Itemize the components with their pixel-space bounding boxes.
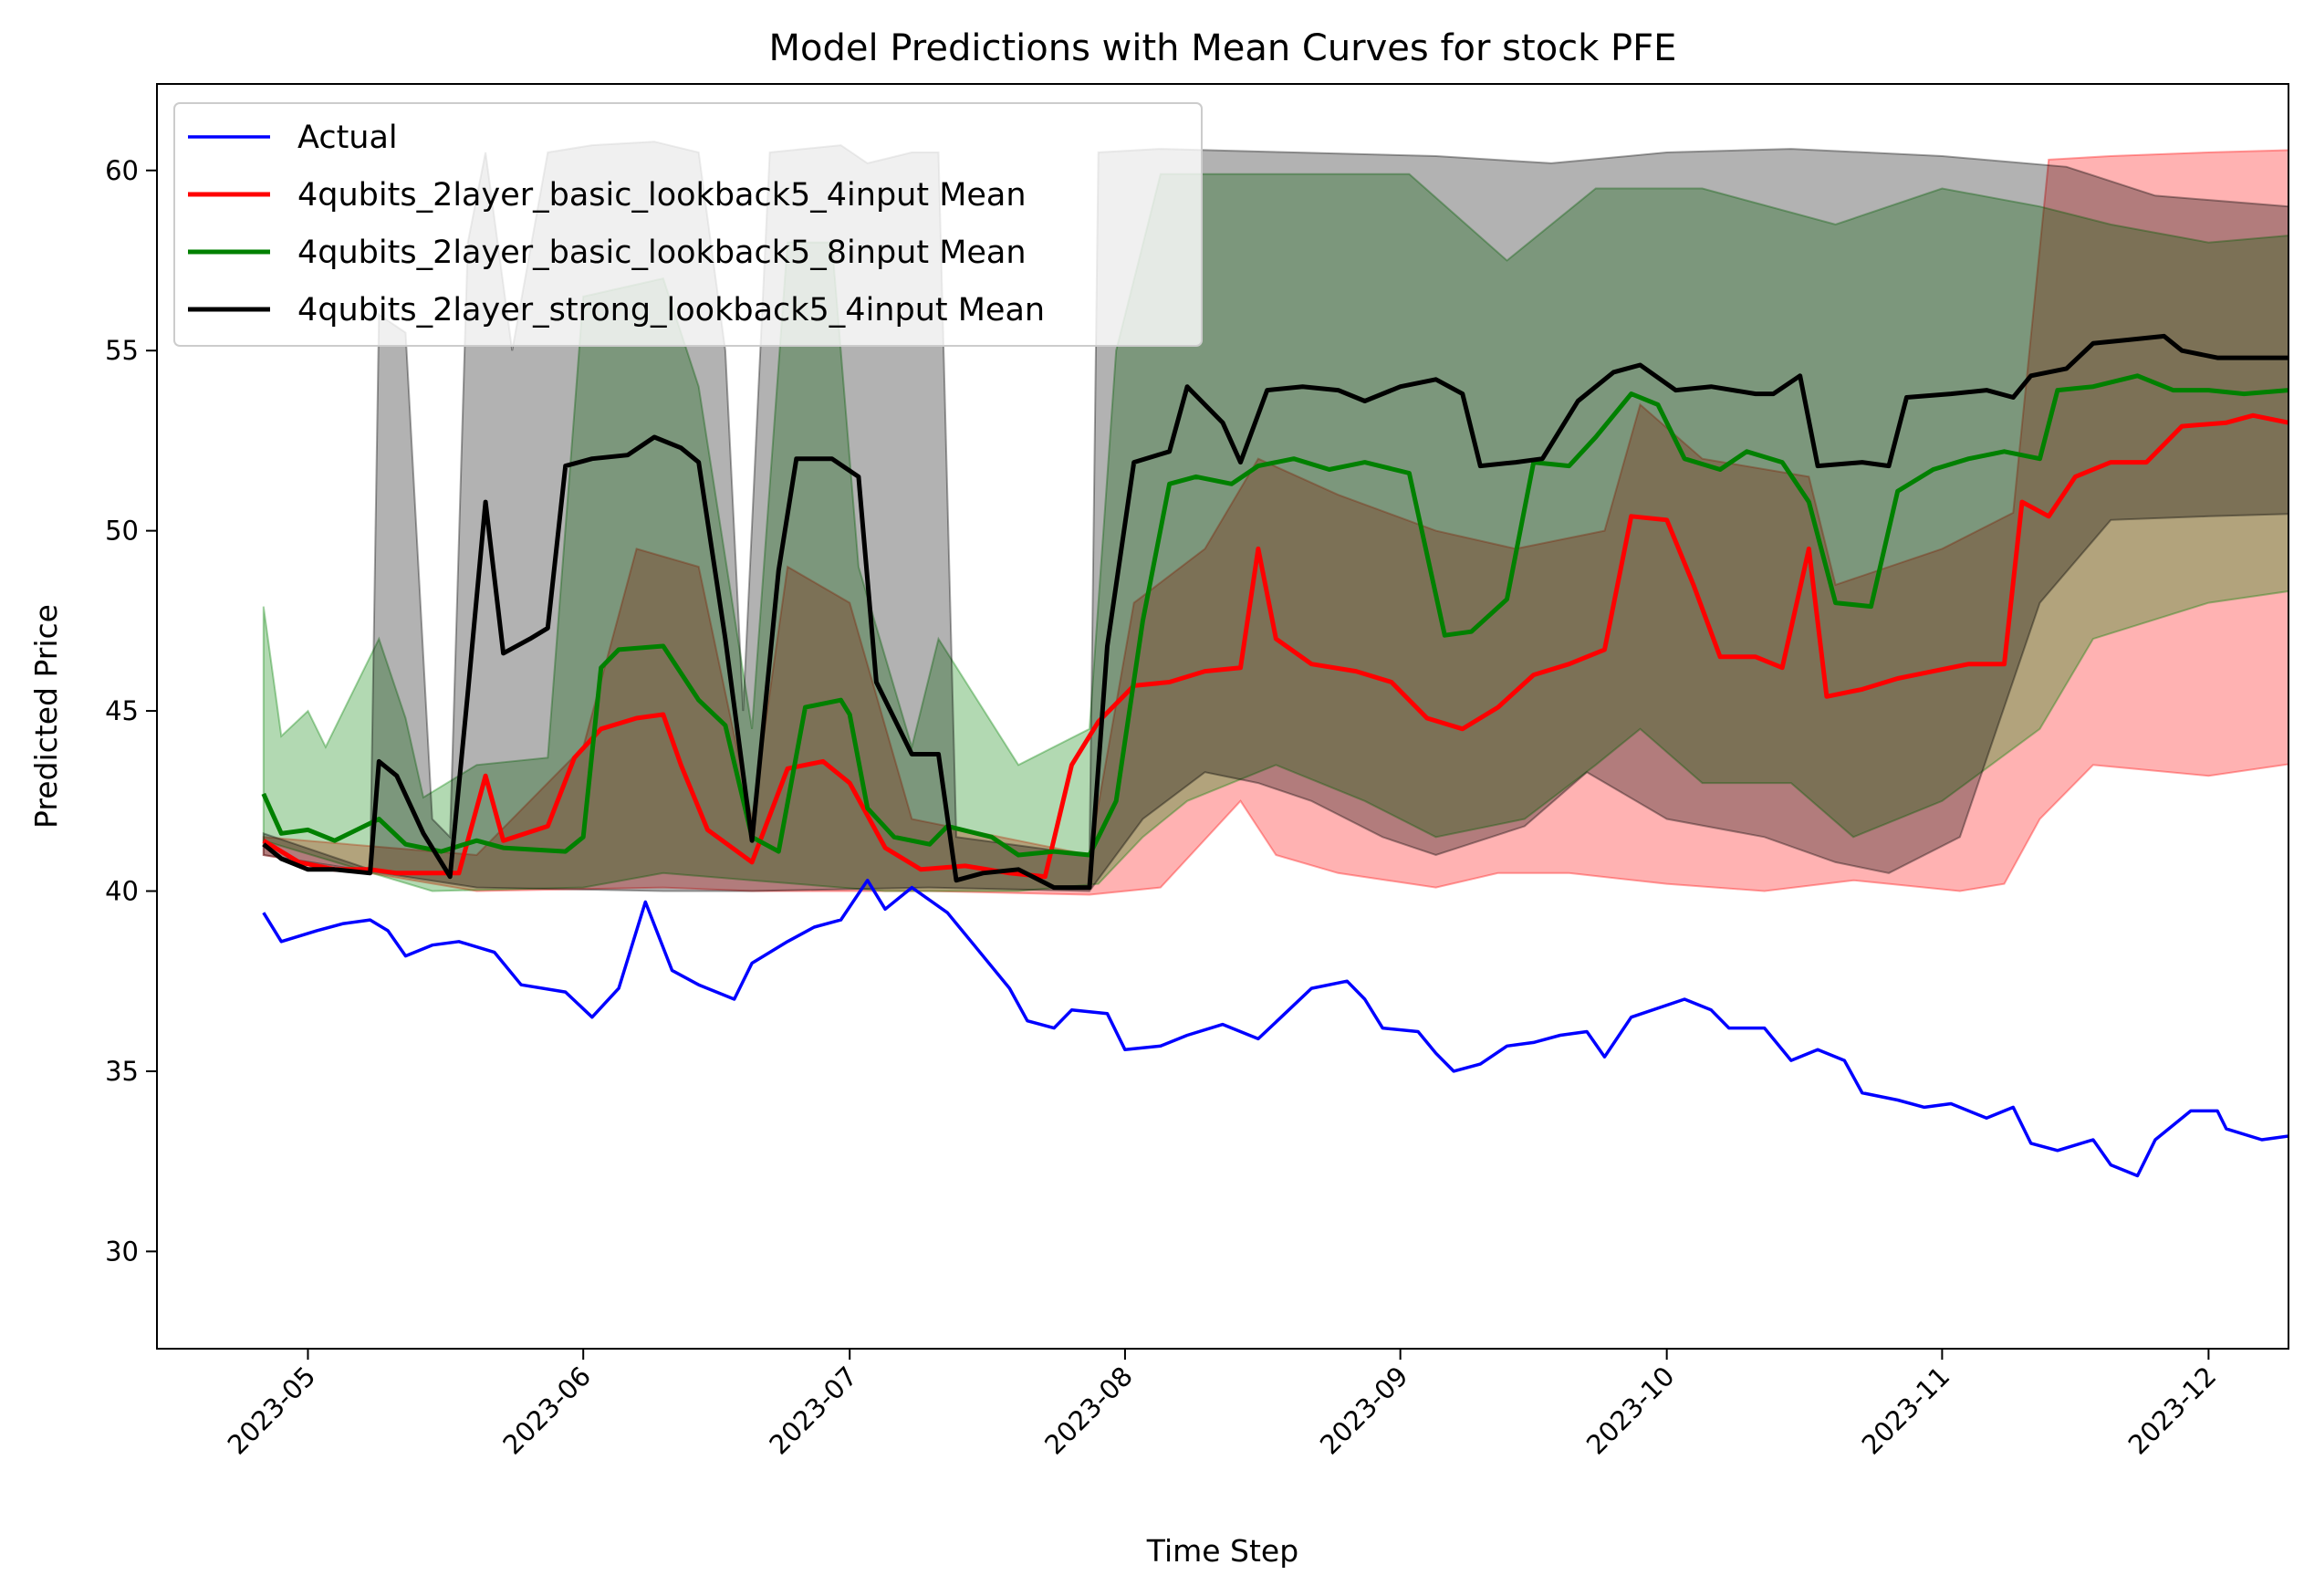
confidence-bands bbox=[262, 141, 2288, 896]
legend-box bbox=[173, 102, 1203, 347]
series-line-1 bbox=[262, 412, 2288, 880]
series-line-0 bbox=[262, 878, 2288, 1178]
y-tick-label: 30 bbox=[105, 1236, 139, 1267]
y-tick-label: 35 bbox=[105, 1056, 139, 1087]
band-1 bbox=[262, 172, 2288, 892]
y-tick-label: 55 bbox=[105, 335, 139, 366]
y-tick-label: 50 bbox=[105, 516, 139, 547]
series-lines bbox=[261, 333, 2288, 1178]
y-tick-label: 45 bbox=[105, 695, 139, 726]
legend: Actual 4qubits_2layer_basic_lookback5_4in… bbox=[173, 102, 1203, 347]
plot-area-frame bbox=[156, 83, 2289, 1350]
band-0 bbox=[262, 149, 2288, 896]
y-tick-label: 40 bbox=[105, 876, 139, 907]
y-tick-label: 60 bbox=[105, 155, 139, 186]
legend-label: Actual bbox=[297, 120, 398, 156]
series-line-3 bbox=[262, 333, 2288, 891]
chart-title: Model Predictions with Mean Curves for s… bbox=[769, 27, 1677, 69]
x-axis-label: Time Step bbox=[1146, 1533, 1298, 1569]
y-axis-label: Predicted Price bbox=[28, 604, 64, 829]
y-axis-ticks: 30 35 40 45 50 55 60 bbox=[105, 155, 157, 1267]
legend-label: 4qubits_2layer_basic_lookback5_4input Me… bbox=[297, 177, 1027, 214]
legend-label: 4qubits_2layer_basic_lookback5_8input Me… bbox=[297, 235, 1027, 271]
series-line-2 bbox=[261, 373, 2288, 858]
legend-label: 4qubits_2layer_strong_lookback5_4input M… bbox=[297, 292, 1045, 329]
